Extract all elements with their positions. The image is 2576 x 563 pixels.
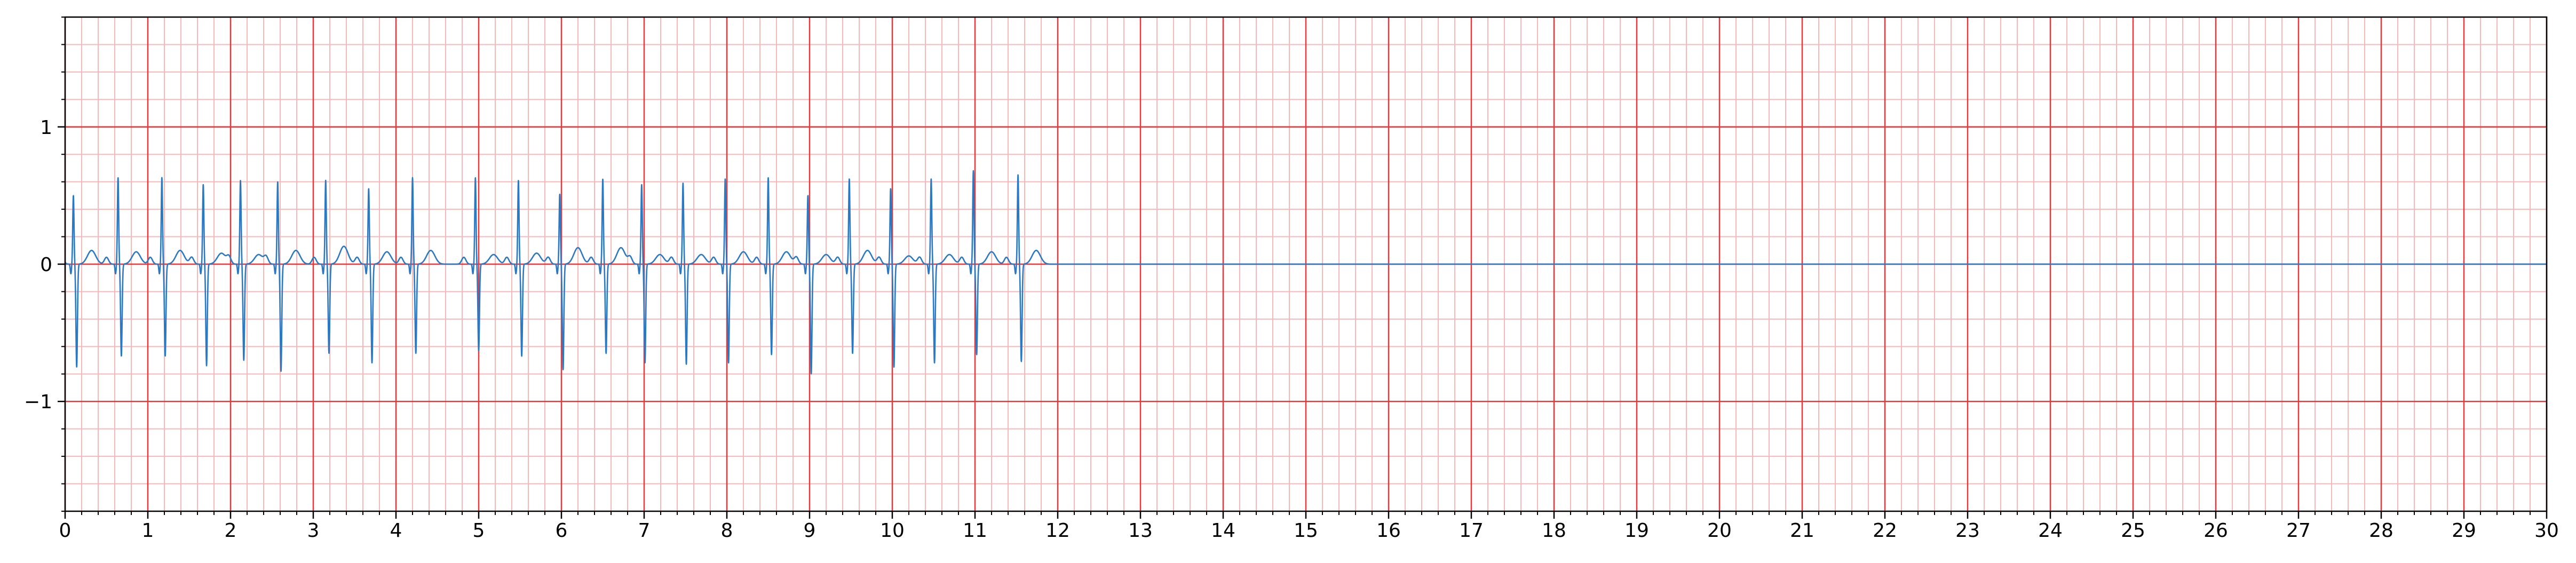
x-tick-label: 10 [880, 520, 905, 542]
x-tick-label: 18 [1542, 520, 1566, 542]
x-tick-label: 0 [59, 520, 72, 542]
x-tick-label: 3 [307, 520, 320, 542]
x-tick-label: 20 [1707, 520, 1732, 542]
x-tick-label: 17 [1459, 520, 1484, 542]
x-tick-label: 4 [390, 520, 402, 542]
x-tick-label: 25 [2121, 520, 2145, 542]
y-tick-label: 1 [40, 117, 52, 139]
y-tick-label: 0 [40, 254, 52, 276]
x-tick-label: 21 [1790, 520, 1814, 542]
x-tick-label: 11 [963, 520, 987, 542]
y-tick-label: −1 [24, 391, 52, 413]
x-tick-label: 5 [473, 520, 485, 542]
x-tick-label: 13 [1128, 520, 1153, 542]
x-tick-label: 6 [556, 520, 568, 542]
x-tick-label: 28 [2369, 520, 2393, 542]
x-tick-label: 9 [804, 520, 816, 542]
x-tick-label: 8 [721, 520, 733, 542]
x-tick-label: 23 [1955, 520, 1980, 542]
x-tick-label: 19 [1624, 520, 1649, 542]
x-tick-label: 27 [2286, 520, 2311, 542]
ecg-trace-layer [64, 170, 2547, 375]
x-tick-label: 29 [2452, 520, 2476, 542]
x-tick-label: 22 [1873, 520, 1897, 542]
x-tick-label: 24 [2038, 520, 2063, 542]
x-tick-label: 12 [1045, 520, 1070, 542]
x-tick-label: 16 [1376, 520, 1401, 542]
y-axis-ticks: 1 0 −1 [24, 17, 65, 512]
x-tick-label: 30 [2534, 520, 2559, 542]
x-tick-label: 2 [225, 520, 237, 542]
x-tick-label: 7 [638, 520, 651, 542]
x-tick-label: 15 [1294, 520, 1318, 542]
x-tick-label: 1 [142, 520, 154, 542]
ecg-trace-line [64, 170, 2547, 375]
x-tick-label: 14 [1211, 520, 1235, 542]
x-axis-ticks: 0 1 2 3 4 5 6 7 8 9 10 11 12 13 14 15 16 17 18 19 20 21 22 23 24… [59, 511, 2559, 542]
x-tick-label: 26 [2204, 520, 2228, 542]
